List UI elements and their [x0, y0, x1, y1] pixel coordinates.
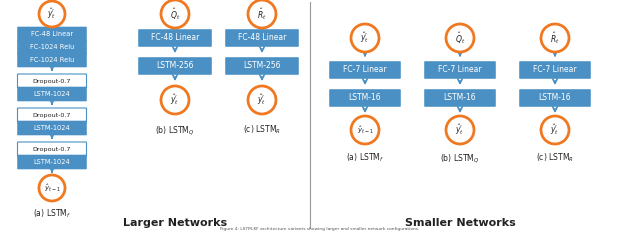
Circle shape — [351, 116, 379, 144]
FancyBboxPatch shape — [17, 27, 87, 41]
FancyBboxPatch shape — [17, 74, 86, 88]
Text: $\hat{y}^{\prime}_t$: $\hat{y}^{\prime}_t$ — [170, 93, 180, 107]
Text: FC-48 Linear: FC-48 Linear — [31, 31, 73, 37]
FancyBboxPatch shape — [17, 142, 86, 156]
FancyBboxPatch shape — [17, 121, 87, 135]
Text: LSTM-1024: LSTM-1024 — [34, 159, 70, 165]
Text: Larger Networks: Larger Networks — [123, 218, 227, 228]
Text: FC-48 Linear: FC-48 Linear — [238, 34, 286, 42]
FancyBboxPatch shape — [225, 29, 299, 47]
Text: $\hat{Q}_t$: $\hat{Q}_t$ — [455, 30, 465, 46]
Text: $\hat{Q}_t$: $\hat{Q}_t$ — [170, 6, 180, 22]
Circle shape — [248, 86, 276, 114]
FancyBboxPatch shape — [329, 89, 401, 107]
Circle shape — [446, 116, 474, 144]
FancyBboxPatch shape — [17, 53, 87, 67]
FancyBboxPatch shape — [17, 155, 87, 169]
Text: (a) LSTM$_f$: (a) LSTM$_f$ — [33, 207, 71, 219]
Text: FC-1024 Relu: FC-1024 Relu — [30, 44, 74, 50]
Text: Dropout-0.7: Dropout-0.7 — [33, 113, 71, 117]
Text: (a) LSTM$_f$: (a) LSTM$_f$ — [346, 152, 384, 164]
Circle shape — [446, 24, 474, 52]
Circle shape — [351, 24, 379, 52]
Text: $\hat{y}^{\prime}_t$: $\hat{y}^{\prime}_t$ — [47, 7, 56, 21]
Text: $\hat{y}_{t-1}$: $\hat{y}_{t-1}$ — [356, 124, 374, 136]
Text: $\hat{y}^{\prime}_t$: $\hat{y}^{\prime}_t$ — [257, 93, 266, 107]
FancyBboxPatch shape — [519, 89, 591, 107]
Text: LSTM-16: LSTM-16 — [539, 93, 572, 103]
Text: Figure 4: LSTM-KF architecture variants showing larger and smaller network confi: Figure 4: LSTM-KF architecture variants … — [220, 227, 420, 231]
Text: $\hat{R}_t$: $\hat{R}_t$ — [257, 6, 267, 22]
Circle shape — [161, 86, 189, 114]
Circle shape — [39, 175, 65, 201]
FancyBboxPatch shape — [17, 108, 86, 122]
Text: $\hat{R}_t$: $\hat{R}_t$ — [550, 30, 560, 46]
Text: $\hat{y}^{\prime}_t$: $\hat{y}^{\prime}_t$ — [550, 123, 559, 137]
Text: FC-1024 Relu: FC-1024 Relu — [30, 57, 74, 63]
Text: FC-48 Linear: FC-48 Linear — [151, 34, 199, 42]
FancyBboxPatch shape — [138, 29, 212, 47]
Text: (b) LSTM$_Q$: (b) LSTM$_Q$ — [440, 152, 480, 165]
Text: LSTM-256: LSTM-256 — [243, 62, 281, 71]
FancyBboxPatch shape — [424, 61, 496, 79]
Text: Dropout-0.7: Dropout-0.7 — [33, 79, 71, 83]
Text: (c) LSTM$_R$: (c) LSTM$_R$ — [536, 152, 574, 164]
Text: FC-7 Linear: FC-7 Linear — [343, 65, 387, 75]
Text: $\hat{y}_{t-1}$: $\hat{y}_{t-1}$ — [44, 182, 60, 194]
FancyBboxPatch shape — [225, 57, 299, 75]
FancyBboxPatch shape — [519, 61, 591, 79]
Text: LSTM-16: LSTM-16 — [349, 93, 381, 103]
Text: $\hat{y}^{\prime}_t$: $\hat{y}^{\prime}_t$ — [456, 123, 465, 137]
Text: LSTM-16: LSTM-16 — [444, 93, 476, 103]
Text: (c) LSTM$_R$: (c) LSTM$_R$ — [243, 124, 281, 137]
Text: FC-7 Linear: FC-7 Linear — [438, 65, 482, 75]
Circle shape — [248, 0, 276, 28]
Text: Dropout-0.7: Dropout-0.7 — [33, 147, 71, 151]
Text: LSTM-256: LSTM-256 — [156, 62, 194, 71]
Circle shape — [541, 116, 569, 144]
Text: LSTM-1024: LSTM-1024 — [34, 125, 70, 131]
FancyBboxPatch shape — [424, 89, 496, 107]
FancyBboxPatch shape — [138, 57, 212, 75]
FancyBboxPatch shape — [17, 40, 87, 54]
Text: $\hat{y}^{\prime}_t$: $\hat{y}^{\prime}_t$ — [360, 31, 369, 45]
Text: FC-7 Linear: FC-7 Linear — [533, 65, 577, 75]
Circle shape — [541, 24, 569, 52]
Text: (b) LSTM$_Q$: (b) LSTM$_Q$ — [155, 124, 195, 137]
FancyBboxPatch shape — [329, 61, 401, 79]
Text: LSTM-1024: LSTM-1024 — [34, 91, 70, 97]
Text: Smaller Networks: Smaller Networks — [404, 218, 515, 228]
FancyBboxPatch shape — [17, 87, 87, 101]
Circle shape — [161, 0, 189, 28]
Circle shape — [39, 1, 65, 27]
